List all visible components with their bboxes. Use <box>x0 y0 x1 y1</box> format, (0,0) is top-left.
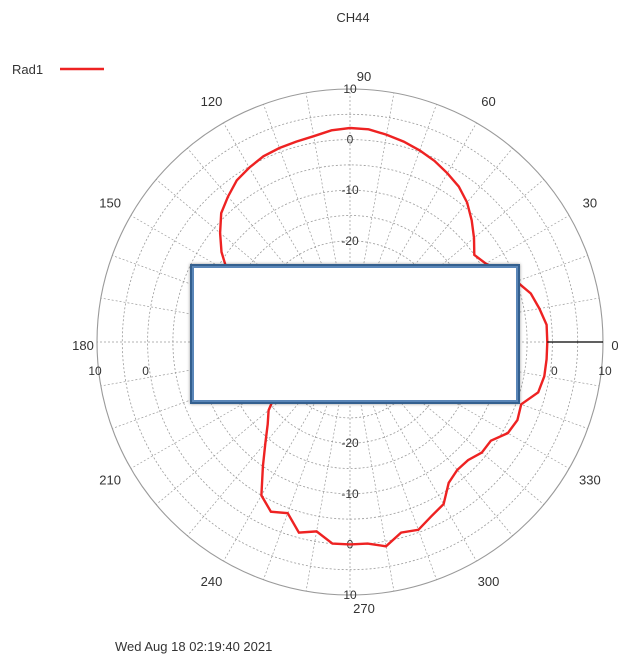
angle-tick-label: 330 <box>579 473 601 488</box>
radial-tick-label: 10 <box>343 82 357 96</box>
angle-tick-label: 30 <box>583 196 597 211</box>
angle-tick-label: 0 <box>611 338 618 353</box>
radial-tick-label: -20 <box>341 234 359 248</box>
chart-title: CH44 <box>336 10 369 25</box>
angle-tick-label: 180 <box>72 338 94 353</box>
angle-tick-label: 210 <box>99 473 121 488</box>
angle-tick-label: 150 <box>99 196 121 211</box>
angle-tick-label: 120 <box>201 94 223 109</box>
legend-label: Rad1 <box>12 62 43 77</box>
radial-tick-label: 0 <box>142 364 149 378</box>
radial-tick-label: 10 <box>598 364 612 378</box>
overlay-box <box>190 264 520 404</box>
timestamp: Wed Aug 18 02:19:40 2021 <box>115 639 272 654</box>
radial-tick-label: 10 <box>343 588 357 602</box>
radial-tick-label: -20 <box>341 436 359 450</box>
angular-tick-labels: 0 30 60 90 120 150 180 210 240 270 300 330 <box>72 69 618 616</box>
radial-tick-label: -10 <box>341 183 359 197</box>
angle-tick-label: 300 <box>478 574 500 589</box>
radial-tick-label: 10 <box>88 364 102 378</box>
radial-tick-label: 0 <box>347 133 354 147</box>
angle-tick-label: 240 <box>201 574 223 589</box>
angle-tick-label: 60 <box>481 94 495 109</box>
radial-tick-label: 0 <box>551 364 558 378</box>
angle-tick-label: 90 <box>357 69 371 84</box>
radial-tick-label: -10 <box>341 487 359 501</box>
angle-tick-label: 270 <box>353 601 375 616</box>
